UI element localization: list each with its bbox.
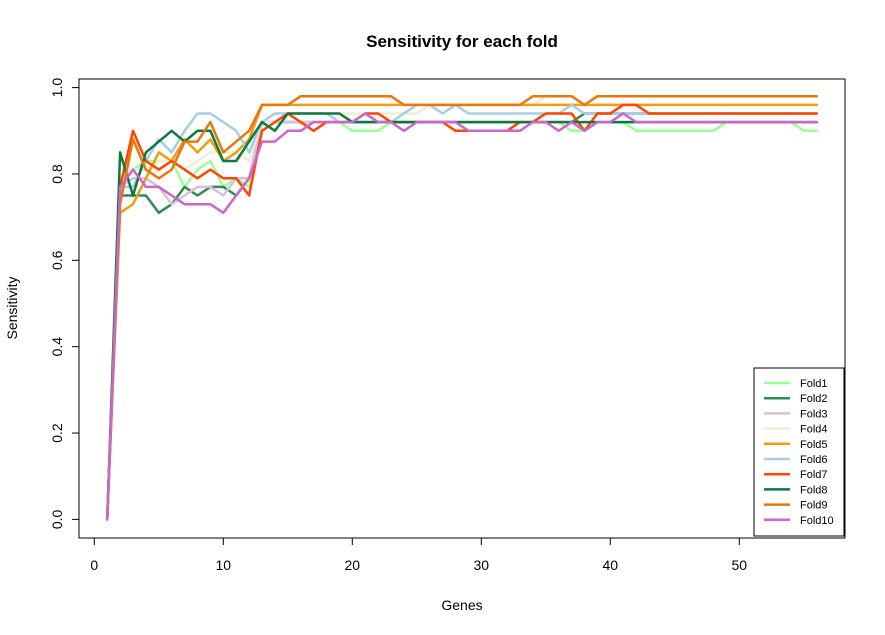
legend-label: Fold5 (800, 439, 828, 451)
x-tick-label: 10 (216, 557, 232, 573)
chart-title: Sensitivity for each fold (366, 32, 558, 51)
legend-label: Fold1 (800, 378, 828, 390)
y-tick-label: 1.0 (49, 78, 65, 98)
series-line-fold7 (105, 103, 818, 521)
y-tick-label: 0.8 (49, 164, 65, 184)
legend-label: Fold2 (800, 393, 828, 405)
x-tick-label: 50 (732, 557, 748, 573)
series-line-fold4 (105, 94, 818, 521)
y-tick-label: 0.0 (49, 509, 65, 529)
series-line-fold10 (105, 112, 818, 521)
series-layer (105, 94, 818, 521)
legend-label: Fold6 (800, 454, 828, 466)
legend-label: Fold4 (800, 424, 828, 436)
series-line-fold9 (105, 94, 818, 521)
legend-label: Fold8 (800, 484, 828, 496)
x-tick-label: 0 (90, 557, 98, 573)
y-axis-label: Sensitivity (4, 276, 20, 339)
series-line-fold8 (105, 112, 818, 521)
x-tick-label: 20 (345, 557, 361, 573)
y-axis: 0.0 0.2 0.4 0.6 0.8 1.0 (49, 78, 80, 529)
x-axis: 0 10 20 30 40 50 (90, 537, 748, 573)
x-axis-label: Genes (441, 597, 482, 613)
series-line-fold1 (105, 120, 818, 521)
y-tick-label: 0.6 (49, 250, 65, 270)
y-tick-label: 0.4 (49, 337, 65, 357)
legend-label: Fold10 (800, 515, 834, 527)
legend-label: Fold9 (800, 500, 828, 512)
series-line-fold3 (105, 120, 818, 521)
legend: Fold1 Fold2 Fold3 Fold4 Fold5 Fold6 Fold7 Fold8… (753, 367, 845, 537)
series-line-fold2 (105, 112, 818, 521)
y-tick-label: 0.2 (49, 423, 65, 443)
legend-box (753, 367, 845, 537)
legend-label: Fold3 (800, 408, 828, 420)
legend-label: Fold7 (800, 469, 828, 481)
x-tick-label: 30 (474, 557, 490, 573)
x-tick-label: 40 (603, 557, 619, 573)
